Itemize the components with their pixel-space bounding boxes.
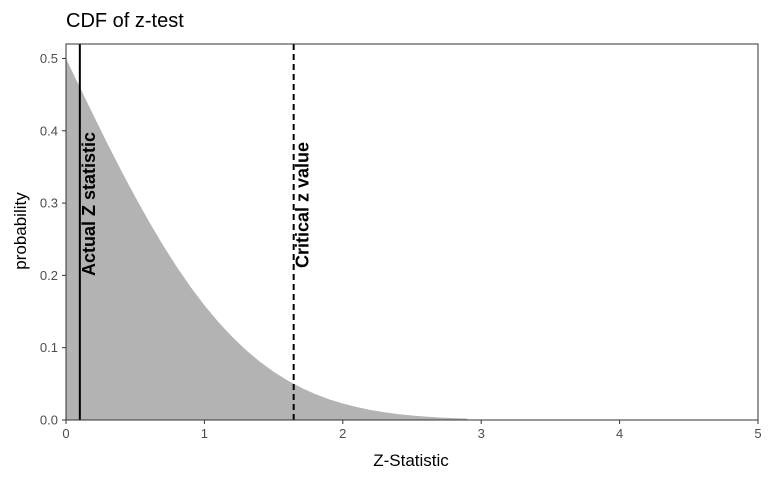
- critical-z-label: Critical z value: [293, 142, 313, 268]
- y-tick-label: 0.0: [40, 413, 58, 428]
- y-tick-label: 0.2: [40, 268, 58, 283]
- x-axis-title: Z-Statistic: [373, 451, 449, 470]
- x-tick-label: 1: [201, 426, 208, 441]
- plot-area: Actual Z statistic Critical z value 0 1 2 3 4 5…: [40, 43, 762, 441]
- x-tick-label: 4: [616, 426, 623, 441]
- y-tick-label: 0.5: [40, 51, 58, 66]
- y-axis-title: probability: [11, 192, 30, 270]
- tail-probability-area: [66, 58, 468, 421]
- y-tick-label: 0.4: [40, 123, 58, 138]
- x-tick-label: 5: [754, 426, 761, 441]
- chart-title: CDF of z-test: [66, 10, 184, 32]
- panel-border: [65, 43, 759, 421]
- x-tick-label: 2: [339, 426, 346, 441]
- x-tick-label: 0: [62, 426, 69, 441]
- y-tick-label: 0.3: [40, 196, 58, 211]
- x-tick-label: 3: [478, 426, 485, 441]
- actual-z-label: Actual Z statistic: [79, 132, 99, 276]
- y-tick-label: 0.1: [40, 340, 58, 355]
